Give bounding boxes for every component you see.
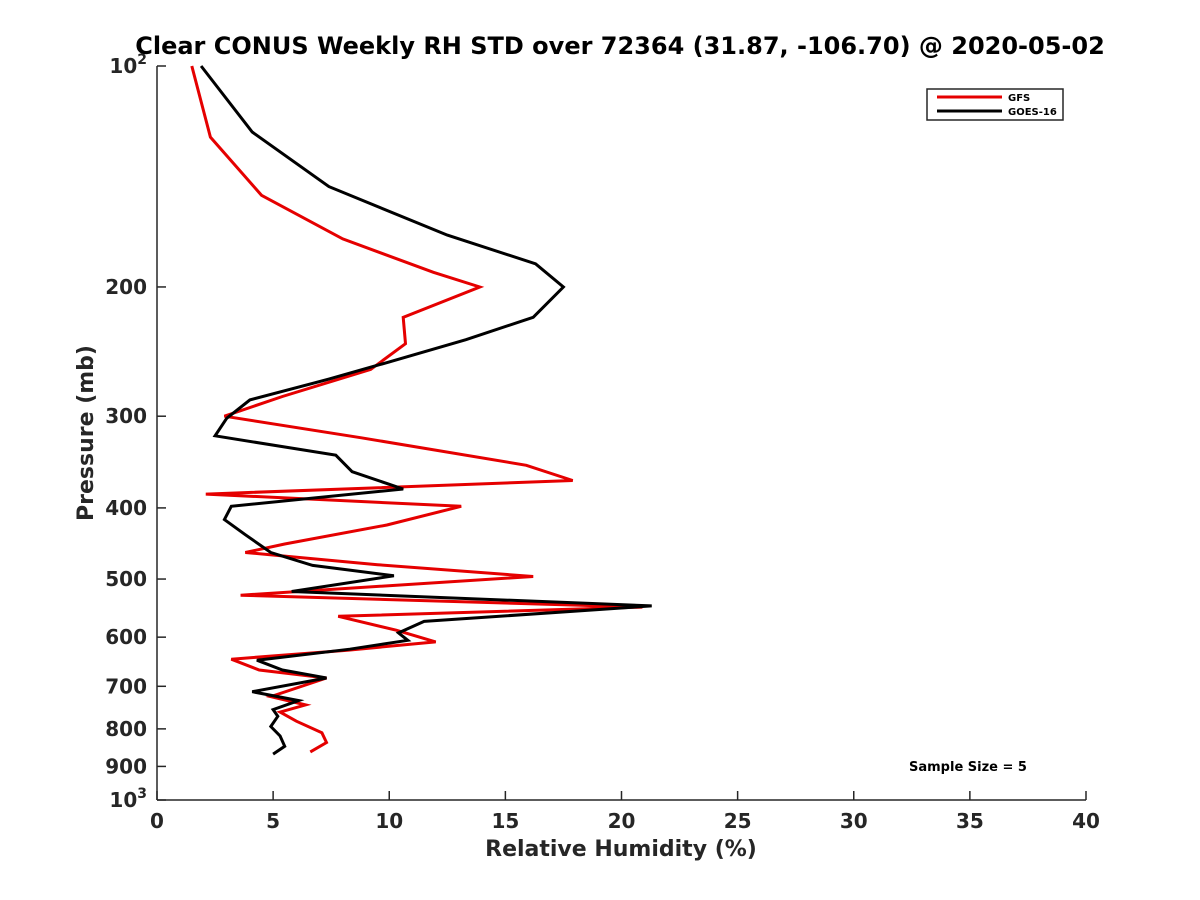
y-tick-label: 200 bbox=[105, 275, 147, 299]
y-tick-label: 500 bbox=[105, 567, 147, 591]
y-axis-label: Pressure (mb) bbox=[74, 345, 99, 521]
y-ticks: 102 200 300 400 500 600 700 800 900 103 bbox=[105, 52, 166, 812]
x-tick-label: 20 bbox=[608, 809, 636, 833]
plot-area: 0 5 10 15 20 25 30 35 40 102 200 300 400 500 600 700 80… bbox=[105, 52, 1100, 833]
y-tick-label: 400 bbox=[105, 496, 147, 520]
legend-box bbox=[926, 88, 1064, 121]
x-tick-label: 0 bbox=[150, 809, 164, 833]
y-tick-label: 900 bbox=[105, 754, 147, 778]
chart-title: Clear CONUS Weekly RH STD over 72364 (31… bbox=[135, 32, 1105, 60]
x-tick-label: 40 bbox=[1072, 809, 1100, 833]
sample-size-annotation: Sample Size = 5 bbox=[909, 760, 1027, 775]
legend: GFS GOES-16 bbox=[926, 88, 1064, 121]
legend-label-goes16: GOES-16 bbox=[1008, 107, 1057, 118]
y-tick-label: 300 bbox=[105, 404, 147, 428]
y-tick-exponent: 3 bbox=[137, 786, 147, 802]
x-tick-label: 35 bbox=[956, 809, 984, 833]
x-tick-label: 15 bbox=[491, 809, 519, 833]
legend-label-gfs: GFS bbox=[1008, 93, 1030, 104]
x-ticks: 0 5 10 15 20 25 30 35 40 bbox=[150, 791, 1100, 833]
x-tick-label: 30 bbox=[840, 809, 868, 833]
y-tick-label: 103 bbox=[109, 786, 147, 812]
x-axis-label: Relative Humidity (%) bbox=[485, 837, 757, 862]
y-tick-label: 600 bbox=[105, 625, 147, 649]
y-tick-label: 700 bbox=[105, 674, 147, 698]
y-tick-label: 102 bbox=[109, 52, 147, 78]
x-tick-label: 10 bbox=[375, 809, 403, 833]
x-tick-label: 5 bbox=[266, 809, 280, 833]
x-tick-label: 25 bbox=[724, 809, 752, 833]
y-tick-label: 800 bbox=[105, 717, 147, 741]
y-tick-exponent: 2 bbox=[137, 52, 147, 68]
series-line-gfs bbox=[190, 65, 643, 754]
series-line-goes16 bbox=[199, 65, 652, 756]
series-layer bbox=[190, 65, 652, 756]
